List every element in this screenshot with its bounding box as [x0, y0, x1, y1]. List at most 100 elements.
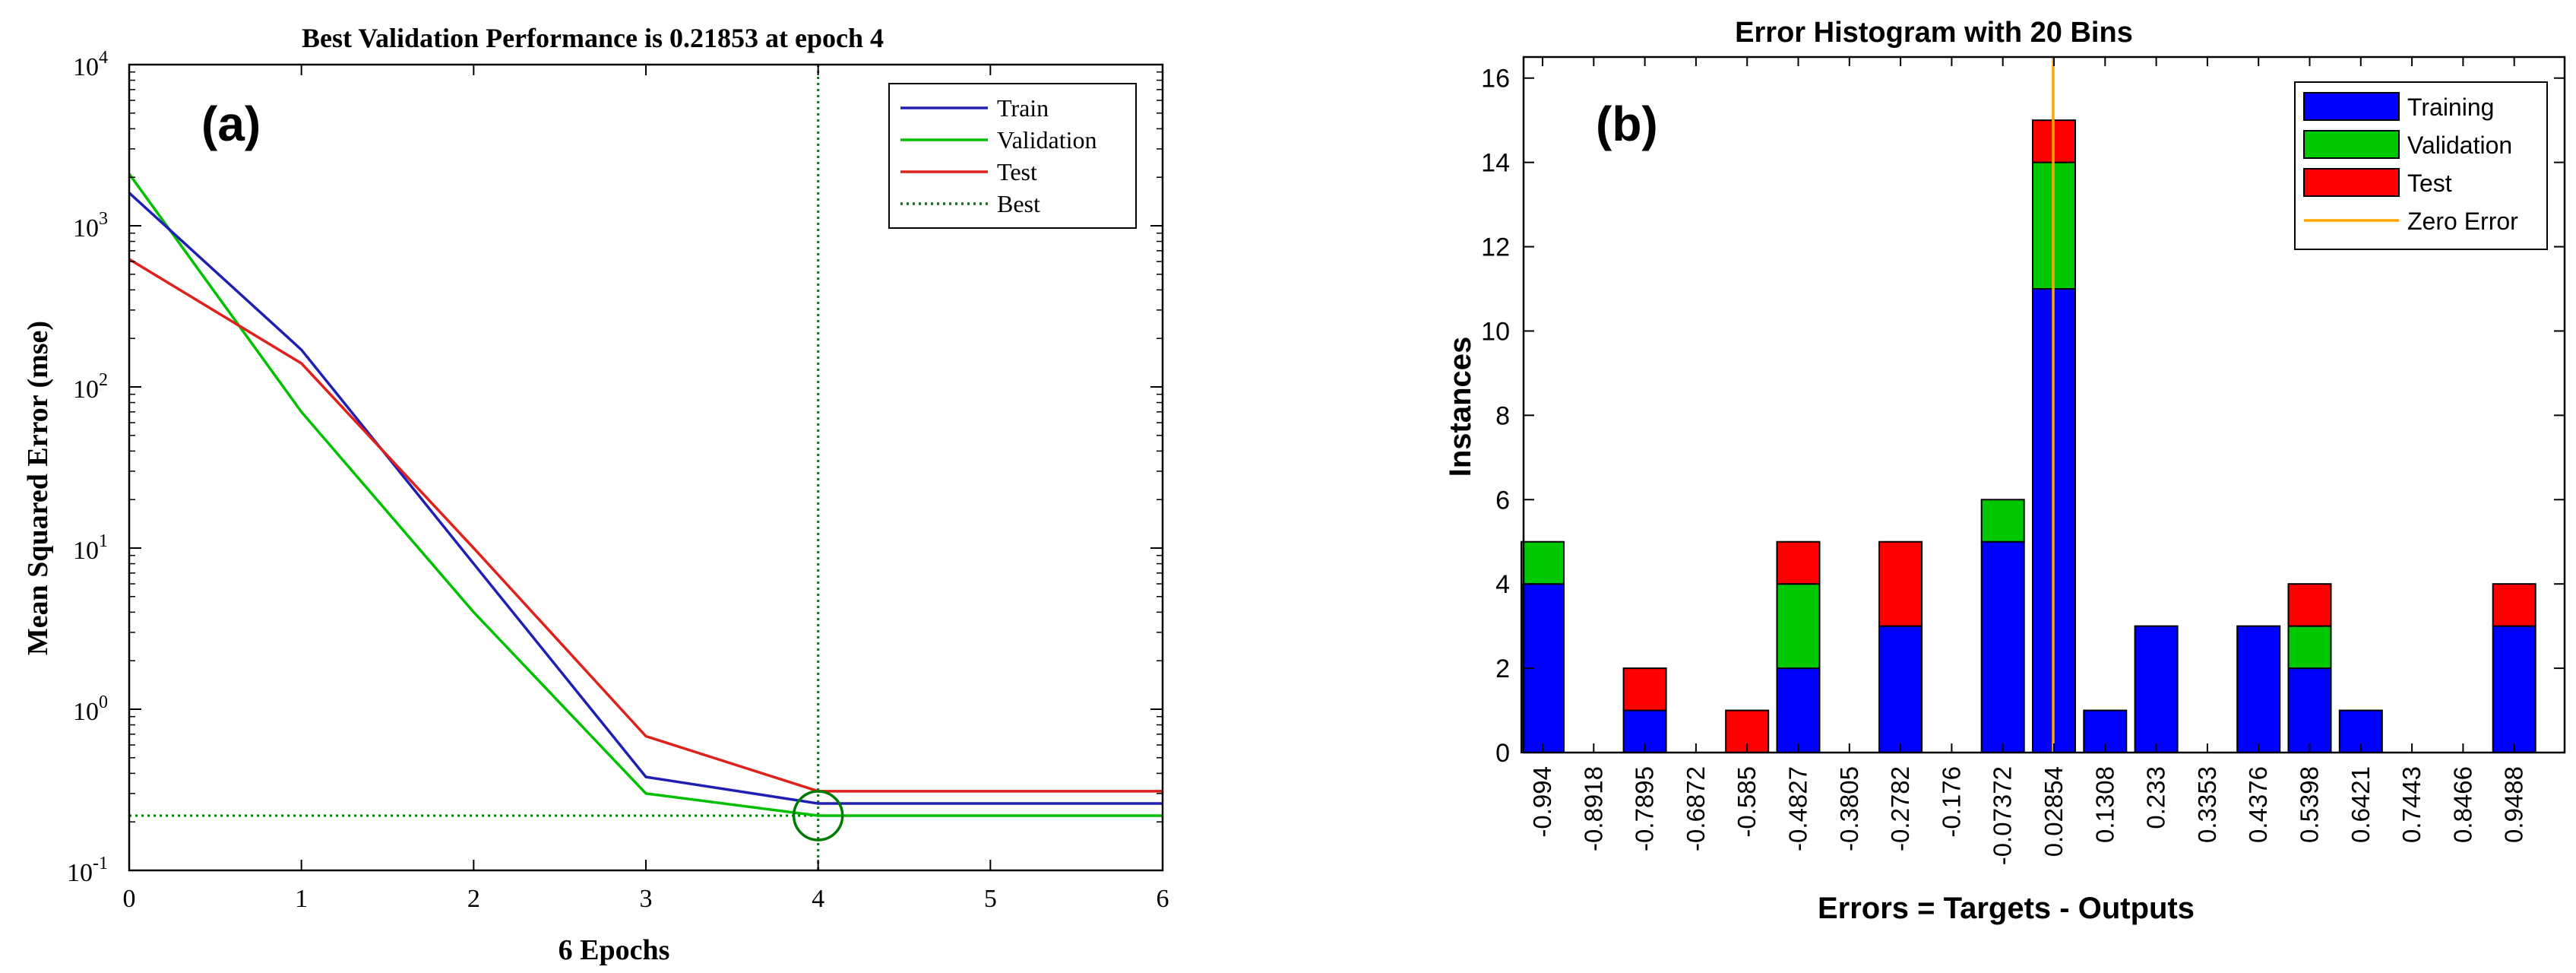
histogram-x-tick-label: 0.6421 — [2347, 766, 2375, 843]
y-tick-exponent: 2 — [99, 370, 108, 390]
histogram-y-tick-label: 12 — [1481, 233, 1510, 262]
best-point-marker — [792, 790, 844, 841]
histogram-x-tick-label: 0.9488 — [2500, 766, 2528, 843]
y-tick-exponent: 0 — [99, 693, 108, 712]
bar-segment-test — [2492, 583, 2536, 627]
performance-x-axis-label: 6 Epochs — [559, 934, 670, 966]
bar-segment-training — [2492, 625, 2536, 753]
histogram-x-tick-label: -0.7895 — [1631, 766, 1659, 851]
histogram-y-tick-label: 0 — [1495, 739, 1510, 768]
histogram-x-tick-label: -0.4827 — [1784, 766, 1812, 851]
legend-label-best: Best — [997, 190, 1040, 217]
histogram-x-tick-label: 0.7443 — [2397, 766, 2426, 843]
performance-chart-title: Best Validation Performance is 0.21853 a… — [302, 23, 884, 53]
bar-segment-test — [1878, 540, 1923, 627]
panel-label-b: (b) — [1596, 97, 1658, 151]
histogram-x-tick-label: -0.176 — [1937, 766, 1965, 838]
y-tick-exponent: 1 — [99, 531, 108, 551]
performance-x-tick-label: 6 — [1157, 885, 1169, 913]
histogram-x-tick-label: 0.233 — [2142, 766, 2170, 829]
performance-series-group — [128, 65, 1163, 870]
histogram-x-tick-label: 0.02854 — [2040, 766, 2068, 857]
y-tick-base: 10 — [73, 537, 99, 565]
histogram-y-tick-label: 2 — [1495, 654, 1510, 683]
performance-x-tick-label: 1 — [295, 885, 308, 913]
bar-segment-validation — [1776, 583, 1821, 670]
performance-y-axis-label: Mean Squared Error (mse) — [22, 321, 54, 655]
performance-legend: Train Validation Test Best — [888, 83, 1137, 229]
performance-x-tick-label: 5 — [984, 885, 997, 913]
bar-segment-test — [2287, 583, 2332, 627]
histogram-axes-frame — [1522, 55, 2566, 754]
histogram-x-tick-label: 0.5398 — [2296, 766, 2324, 843]
bar-segment-test — [1776, 540, 1821, 585]
legend-swatch-test — [2303, 168, 2400, 197]
performance-y-tick-label: 101 — [73, 531, 108, 565]
y-tick-base: 10 — [73, 53, 99, 81]
bar-segment-validation — [1980, 499, 2025, 543]
legend-swatch-training — [2303, 92, 2400, 121]
performance-y-tick-label: 102 — [73, 370, 108, 404]
bar-segment-validation — [1521, 540, 1565, 585]
performance-y-tick-label: 104 — [73, 48, 108, 81]
legend-label-test: Test — [2407, 170, 2452, 197]
bar-segment-training — [2134, 625, 2179, 753]
histogram-x-tick-label: -0.3805 — [1835, 766, 1863, 851]
y-tick-exponent: -1 — [93, 854, 108, 873]
histogram-x-tick-label: 0.4376 — [2244, 766, 2272, 843]
performance-y-tick-label: 100 — [73, 693, 108, 726]
bar-segment-training — [1776, 667, 1821, 753]
histogram-title: Error Histogram with 20 Bins — [1735, 17, 2133, 49]
y-tick-base: 10 — [73, 376, 99, 404]
histogram-x-tick-label: 0.8466 — [2448, 766, 2476, 843]
performance-x-tick-label: 2 — [467, 885, 480, 913]
bar-segment-validation — [2287, 625, 2332, 670]
series-line-test — [128, 258, 1163, 793]
y-tick-base: 10 — [73, 698, 99, 726]
histogram-y-tick-label: 8 — [1495, 401, 1510, 430]
bar-segment-test — [1622, 667, 1667, 712]
histogram-x-tick-label: -0.8918 — [1579, 766, 1607, 851]
error-histogram-chart: Error Histogram with 20 Bins 0 2 4 6 8 10 12 14… — [1444, 17, 2566, 925]
panel-label-a: (a) — [201, 97, 261, 151]
y-tick-exponent: 3 — [99, 209, 108, 229]
legend-label-training: Training — [2407, 93, 2494, 121]
performance-chart: Best Validation Performance is 0.21853 a… — [22, 23, 1169, 966]
bar-segment-training — [1878, 625, 1923, 753]
histogram-x-tick-label: 0.1308 — [2090, 766, 2119, 843]
legend-label-test: Test — [997, 158, 1037, 185]
y-tick-exponent: 4 — [99, 48, 108, 68]
histogram-y-tick-label: 4 — [1495, 570, 1510, 599]
performance-x-tick-label: 4 — [812, 885, 824, 913]
legend-label-validation: Validation — [997, 126, 1097, 154]
performance-x-tick-label: 3 — [640, 885, 653, 913]
histogram-x-tick-label: -0.07372 — [1989, 766, 2017, 865]
legend-label-zero-error: Zero Error — [2407, 208, 2518, 235]
histogram-x-tick-label: -0.585 — [1733, 766, 1761, 838]
histogram-y-tick-label: 16 — [1481, 65, 1510, 93]
histogram-y-tick-label: 6 — [1495, 486, 1510, 515]
series-line-validation — [128, 173, 1163, 817]
bar-segment-training — [1980, 540, 2025, 754]
histogram-x-tick-label: -0.994 — [1528, 766, 1556, 838]
bar-segment-training — [2287, 667, 2332, 753]
histogram-axes: 0 2 4 6 8 10 12 14 16 -0.994 -0.8918 -0.7895 -0.6872… — [1481, 55, 2566, 865]
histogram-x-tick-label: -0.6872 — [1682, 766, 1710, 851]
y-tick-base: 10 — [67, 859, 93, 887]
histogram-x-tick-label: -0.2782 — [1886, 766, 1914, 851]
legend-swatch-validation — [2303, 130, 2400, 159]
performance-y-tick-label: 10-1 — [67, 854, 108, 887]
bar-segment-training — [2236, 625, 2281, 753]
legend-label-train: Train — [997, 94, 1049, 122]
series-line-train — [128, 192, 1163, 805]
performance-y-tick-label: 103 — [73, 209, 108, 242]
performance-x-tick-label: 0 — [123, 885, 136, 913]
histogram-x-tick-label: 0.3353 — [2193, 766, 2221, 843]
histogram-y-axis-label: Instances — [1444, 337, 1477, 477]
histogram-y-tick-label: 14 — [1481, 149, 1510, 178]
histogram-legend: Training Validation Test Zero Error — [2294, 81, 2548, 250]
y-tick-base: 10 — [73, 214, 99, 242]
